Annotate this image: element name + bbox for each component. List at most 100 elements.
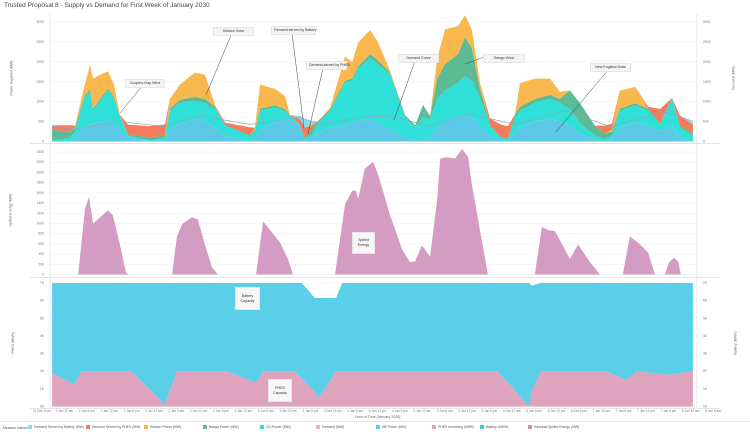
y-right-tick-label: 1000	[703, 100, 711, 104]
x-tick-label: 1 Jan 12 pm	[100, 409, 118, 413]
y-tick-label: 6K	[40, 299, 45, 303]
y-right-tick-label: 4K	[703, 334, 708, 338]
y-tick-label: 400	[38, 252, 44, 256]
y-tick-label: 2000	[36, 60, 44, 64]
x-tick-label: 2 Jan 6 pm	[213, 409, 229, 413]
legend-label: Bango Power (MW)	[209, 425, 239, 429]
x-tick-label: 31 Dec 6 pm	[33, 409, 51, 413]
leader-demand-curve	[393, 60, 416, 121]
legend-label: Demand (MW)	[322, 425, 345, 429]
legend-swatch-icon	[203, 425, 207, 429]
y-tick-label: 0	[42, 140, 44, 144]
annotation-demand-curve: Demand Curve	[398, 54, 439, 63]
top-y-axis-title: Power Supplied (MW)	[9, 60, 14, 96]
y-right-tick-label: 2K	[703, 369, 708, 373]
legend-item[interactable]: PHES remaining (MWh)	[432, 425, 474, 429]
y-right-tick-label: 3K	[703, 352, 708, 356]
bottom-right-y-axis-title: Battery (MWh)	[733, 331, 738, 355]
area-spilled-energy	[78, 148, 681, 275]
y-right-tick-label: 6K	[703, 299, 708, 303]
x-tick-label: 7 Jan 12 pm	[637, 409, 655, 413]
top-right-y-axis-title: Demand (MW)	[731, 66, 736, 90]
annotation-coopers-gap-wind: Coopers Gap Wind	[125, 79, 165, 88]
legend-item[interactable]: Battery (MWh)	[480, 425, 508, 429]
legend-item[interactable]: Demand Served by Battery (MW)	[28, 425, 84, 429]
y-tick-label: 7K	[40, 281, 45, 285]
y-right-tick-label: 3000	[703, 20, 711, 24]
area-cg-power-mw-	[52, 58, 693, 142]
leader-battery-served	[291, 32, 305, 129]
area-bango-power-mw-	[52, 37, 693, 141]
x-axis-title: Hour of Time [January 2030]	[355, 415, 401, 419]
annotation-bango-wind: Bango Wind	[483, 54, 525, 63]
legend-label: Demand Served by PHES (MW)	[92, 425, 141, 429]
area-battery-mwh-	[52, 283, 693, 407]
y-tick-label: 5K	[40, 316, 45, 320]
annotation-kidston-solar: Kidston Solar	[213, 27, 254, 36]
legend-label: CG Power (MW)	[266, 425, 291, 429]
leader-phes-served	[307, 67, 324, 135]
x-tick-label: 4 Jan 6 am	[347, 409, 363, 413]
x-tick-label: 7 Jan 6 am	[616, 409, 632, 413]
leader-kidston	[205, 32, 233, 96]
y-tick-label: 4K	[40, 334, 45, 338]
y-tick-label: 1000	[36, 100, 44, 104]
legend-swatch-icon	[260, 425, 264, 429]
annotation-demand-served-phes: Demand served by PHES	[306, 61, 350, 70]
annotation-leaders	[119, 32, 609, 135]
legend-item[interactable]: Bango Power (MW)	[203, 425, 239, 429]
demand-curve-line	[52, 110, 694, 130]
x-tick-label: 6 Jan 6 pm	[571, 409, 587, 413]
annotation-phes-capacity: PHES Capacity	[268, 379, 292, 402]
x-tick-label: 7 Jan 12 am	[592, 409, 610, 413]
y-right-tick-label: 5K	[703, 316, 708, 320]
leader-bango	[464, 56, 485, 65]
y-tick-label: 0	[42, 273, 44, 277]
legend-item[interactable]: Kidston Power (MW)	[144, 425, 181, 429]
annotation-new-england-solar: New England Solar	[590, 63, 631, 72]
x-tick-label: 4 Jan 12 am	[324, 409, 342, 413]
legend-label: NE Power (MW)	[382, 425, 407, 429]
y-tick-label: 500	[38, 120, 44, 124]
x-tick-label: 3 Jan 12 pm	[279, 409, 297, 413]
x-tick-label: 1 Jan 6 am	[79, 409, 95, 413]
legend-item[interactable]: CG Power (MW)	[260, 425, 291, 429]
x-tick-label: 3 Jan 6 pm	[303, 409, 319, 413]
bottom-y-axis-title: PHES (MWh)	[10, 332, 15, 354]
legend-swatch-icon	[86, 425, 90, 429]
legend-label: Demand Served by Battery (MW)	[34, 425, 84, 429]
dashboard-title: Trusted Proposal 8 - Supply vs Demand fo…	[4, 2, 210, 9]
y-right-tick-label: 2500	[703, 40, 711, 44]
leader-ne-solar	[555, 69, 609, 133]
legend-label: PHES remaining (MWh)	[438, 425, 475, 429]
legend-item[interactable]: Demand Served by PHES (MW)	[86, 425, 140, 429]
y-tick-label: 3K	[40, 352, 45, 356]
y-right-tick-label: 1500	[703, 80, 711, 84]
legend-swatch-icon	[144, 425, 148, 429]
legend-swatch-icon	[376, 425, 380, 429]
y-tick-label: 1500	[36, 80, 44, 84]
legend-item[interactable]: Residual Spilled Energy (MW)	[528, 425, 579, 429]
area-ne-power-mw-	[52, 116, 693, 142]
area-kidston-power-mw-	[52, 15, 693, 139]
legend-item[interactable]: NE Power (MW)	[376, 425, 407, 429]
annotation-demand-served-battery: Demand served by Battery	[271, 26, 317, 35]
y-tick-label: 1200	[36, 211, 44, 215]
x-tick-label: 5 Jan 12 pm	[458, 409, 476, 413]
legend-item[interactable]: Demand (MW)	[316, 425, 344, 429]
x-tick-label: 1 Jan 12 am	[56, 409, 74, 413]
x-tick-label: 8 Jan 6 am	[705, 409, 721, 413]
x-tick-label: 6 Jan 12 am	[503, 409, 521, 413]
area-phes-remaining-mwh-	[52, 371, 693, 407]
y-tick-label: 600	[38, 242, 44, 246]
x-tick-label: 5 Jan 12 am	[413, 409, 431, 413]
chart-areas	[52, 15, 694, 407]
y-tick-label: 1K	[40, 387, 45, 391]
x-tick-label: 2 Jan 12 pm	[190, 409, 208, 413]
y-tick-label: 0K	[40, 405, 45, 409]
annotation-spilled-energy: Spilled Energy	[352, 232, 375, 254]
y-right-tick-label: 0	[703, 140, 705, 144]
x-tick-label: 8 Jan 12 am	[682, 409, 700, 413]
middle-y-axis-title: Spilled Energy (MW)	[8, 193, 13, 227]
